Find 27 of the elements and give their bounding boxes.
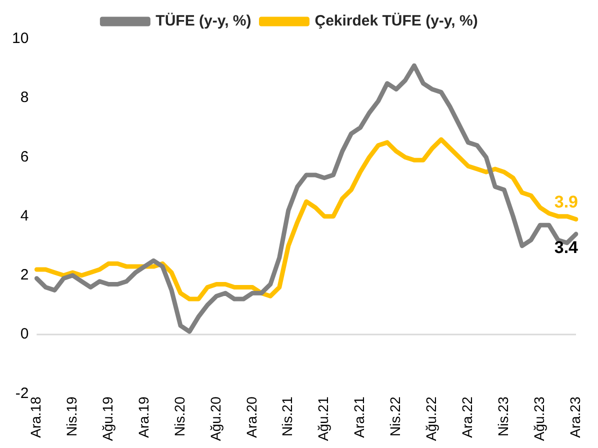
x-tick-label: Ara.22 xyxy=(458,396,475,438)
x-tick-label: Ara.18 xyxy=(28,396,44,438)
y-tick-label: 10 xyxy=(12,30,29,48)
x-tick-label: Nis.21 xyxy=(279,396,296,436)
x-tick-label: Ağu.22 xyxy=(423,396,440,442)
x-tick-label: Ara.21 xyxy=(351,396,368,438)
y-tick-label: 6 xyxy=(20,148,29,166)
y-tick-label: 8 xyxy=(20,89,29,106)
x-tick-label: Ağu.21 xyxy=(315,396,332,442)
legend-label: TÜFE (y-y, %) xyxy=(156,12,252,30)
x-tick-label: Ara.23 xyxy=(566,396,583,438)
y-tick-label: 0 xyxy=(20,326,29,343)
x-tick-label: Nis.22 xyxy=(387,396,404,436)
x-tick-label: Ara.19 xyxy=(135,396,152,438)
x-tick-label: Nis.23 xyxy=(494,396,511,436)
legend-label: Çekirdek TÜFE (y-y, %) xyxy=(314,12,478,30)
y-tick-label: -2 xyxy=(15,384,29,402)
data-label: 3.9 xyxy=(554,192,578,212)
data-label: 3.4 xyxy=(554,238,579,258)
x-tick-label: Nis.19 xyxy=(64,396,80,436)
y-tick-label: 4 xyxy=(20,207,29,224)
x-tick-label: Ağu.19 xyxy=(99,396,116,442)
x-tick-label: Ağu.23 xyxy=(530,396,547,442)
x-tick-label: Nis.20 xyxy=(171,396,188,436)
x-tick-label: Ara.20 xyxy=(243,396,260,438)
y-tick-label: 2 xyxy=(20,266,29,284)
x-tick-label: Ağu.20 xyxy=(207,396,224,442)
